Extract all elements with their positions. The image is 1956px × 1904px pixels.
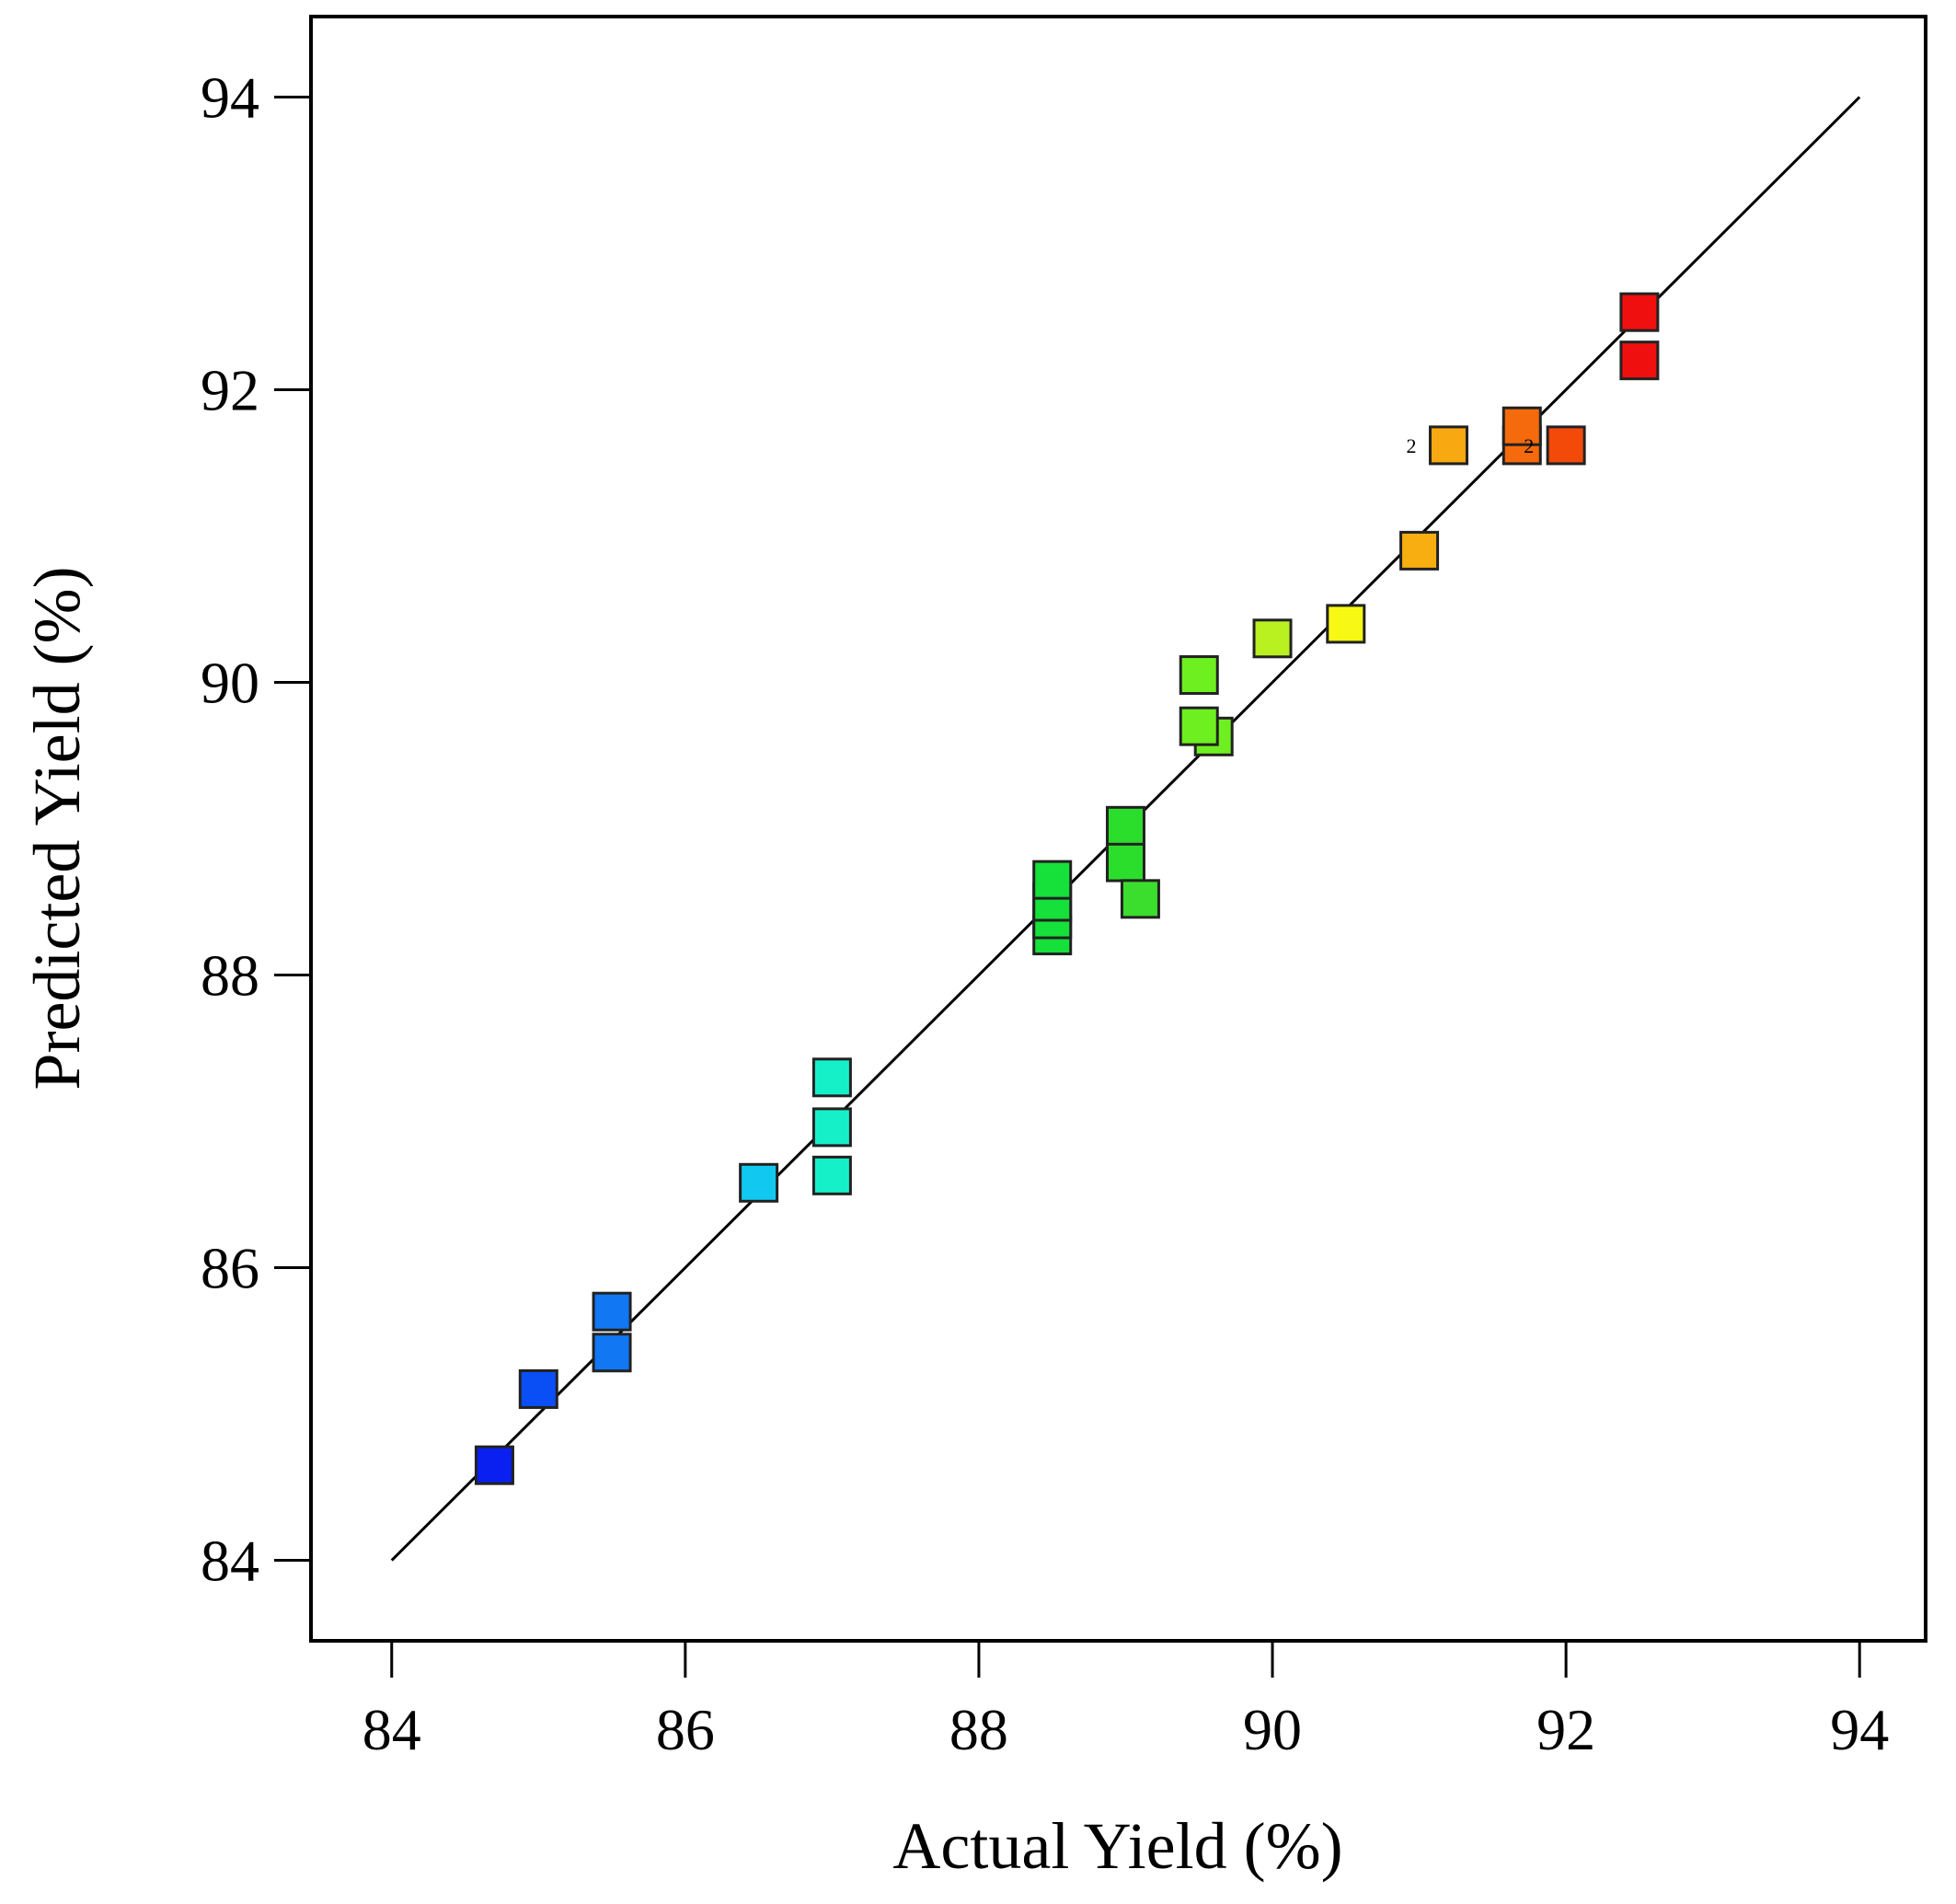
x-tick-label: 92: [1536, 1697, 1595, 1762]
y-tick-label: 84: [201, 1529, 259, 1594]
data-point: [1399, 530, 1440, 571]
x-tick-label: 86: [656, 1697, 715, 1762]
data-point: [1105, 842, 1145, 883]
data-point: [1252, 618, 1293, 659]
x-tick-label: 88: [949, 1697, 1008, 1762]
data-point: [1502, 406, 1542, 446]
data-point: [1179, 706, 1219, 746]
x-axis-title: Actual Yield (%): [892, 1809, 1342, 1883]
data-point: [1546, 425, 1586, 466]
data-point: [1619, 292, 1660, 332]
y-axis-title: Predicted Yield (%): [20, 566, 94, 1090]
data-point: [811, 1107, 852, 1148]
x-tick-label: 94: [1830, 1697, 1889, 1762]
y-tick-label: 86: [201, 1236, 259, 1301]
x-axis-ticks: 84 86 88 90 92 94: [362, 1641, 1889, 1762]
data-point: [739, 1162, 779, 1203]
data-point: [811, 1057, 852, 1098]
data-point: [1326, 604, 1366, 644]
data-point: [592, 1291, 632, 1332]
y-axis-ticks: 84 86 88 90 92 94: [201, 64, 311, 1594]
replicate-label: 2: [1406, 434, 1416, 457]
data-point: [1179, 655, 1219, 696]
y-tick-label: 92: [201, 357, 259, 422]
data-point: [811, 1155, 852, 1195]
x-tick-label: 90: [1243, 1697, 1302, 1762]
data-point: [1619, 340, 1660, 381]
replicate-label: 2: [1524, 434, 1534, 457]
data-point: [1105, 805, 1145, 846]
x-tick-label: 84: [362, 1697, 421, 1762]
data-point: [1120, 879, 1160, 919]
y-tick-label: 90: [201, 650, 259, 715]
data-points: [474, 292, 1660, 1485]
data-point: [592, 1333, 632, 1373]
data-point: [1032, 860, 1073, 900]
data-point: [518, 1369, 558, 1410]
y-tick-label: 94: [201, 64, 259, 130]
y-tick-label: 88: [201, 943, 259, 1009]
data-point: [474, 1445, 514, 1485]
data-point: [1428, 425, 1468, 466]
